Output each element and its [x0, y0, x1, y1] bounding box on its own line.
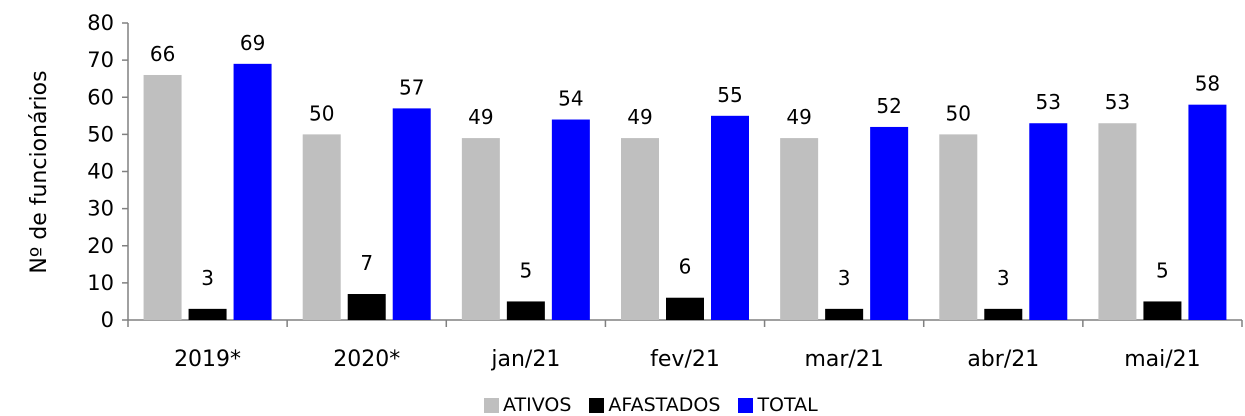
bar-afastados [347, 294, 386, 320]
data-label-ativos: 49 [627, 105, 652, 129]
data-label-total: 57 [399, 75, 424, 99]
y-tick-label: 10 [87, 271, 114, 295]
x-axis: 2019* 2020* jan/21 fev/21 mar/21 abr/21 mai/21 [127, 319, 1243, 372]
bar-total [711, 115, 749, 320]
data-label-total: 53 [1036, 90, 1061, 114]
y-tick-label: 80 [87, 11, 114, 35]
bar-ativos [302, 134, 341, 320]
bar-total [870, 126, 909, 320]
data-label-afastados: 3 [838, 266, 851, 290]
y-tick-label: 20 [87, 234, 114, 258]
x-tick-label: 2019* [174, 347, 241, 372]
bar-ativos [143, 74, 182, 320]
data-label-ativos: 66 [150, 42, 175, 66]
bar-total [1029, 123, 1068, 320]
data-label-afastados: 7 [360, 251, 373, 275]
x-tick-label: jan/21 [490, 347, 560, 372]
bar-afastados [1143, 301, 1182, 320]
legend-item-afastados: AFASTADOS [589, 394, 720, 416]
legend-swatch-total [738, 397, 754, 413]
data-label-ativos: 53 [1105, 90, 1130, 114]
data-label-total: 58 [1195, 72, 1220, 96]
legend: ATIVOS AFASTADOS TOTAL [484, 394, 818, 416]
data-label-total: 52 [876, 94, 901, 118]
data-label-afastados: 6 [679, 255, 692, 279]
data-label-afastados: 5 [519, 258, 532, 282]
data-label-ativos: 50 [946, 101, 971, 125]
legend-swatch-ativos [484, 397, 499, 413]
bar-ativos [461, 138, 500, 320]
legend-label-total: TOTAL [757, 394, 818, 416]
legend-swatch-afastados [589, 397, 605, 413]
data-label-ativos: 49 [468, 105, 493, 129]
data-label-total: 69 [240, 31, 265, 55]
bar-afastados [984, 308, 1023, 320]
bar-afastados [825, 308, 864, 320]
bar-afastados [188, 308, 227, 320]
bar-afastados [666, 297, 704, 320]
bar-afastados [506, 301, 545, 320]
data-label-ativos: 50 [309, 101, 334, 125]
bar-ativos [780, 138, 819, 320]
bar-ativos [939, 134, 978, 320]
x-tick-label: mai/21 [1124, 347, 1200, 372]
data-label-ativos: 49 [786, 105, 811, 129]
y-tick-label: 40 [87, 160, 114, 184]
y-tick-label: 0 [101, 308, 114, 332]
data-label-afastados: 5 [1156, 258, 1169, 282]
data-label-afastados: 3 [201, 266, 214, 290]
y-axis: 0 10 20 30 40 50 60 70 80 [87, 11, 129, 332]
bar-total [1188, 104, 1227, 320]
y-axis-title: Nº de funcionários [27, 70, 52, 273]
x-tick-label: 2020* [333, 347, 400, 372]
x-tick-label: fev/21 [650, 347, 720, 372]
bar-total [551, 119, 590, 321]
y-tick-label: 60 [87, 85, 114, 109]
y-tick-label: 70 [87, 48, 114, 72]
legend-label-afastados: AFASTADOS [608, 394, 721, 416]
bar-total [233, 63, 272, 321]
bar-ativos [1098, 123, 1137, 320]
bar-ativos [621, 138, 659, 320]
bars [143, 63, 1227, 321]
data-label-total: 55 [717, 83, 742, 107]
bar-total [392, 108, 431, 320]
x-tick-label: mar/21 [804, 347, 883, 372]
x-tick-label: abr/21 [967, 347, 1039, 372]
data-labels: 66 50 49 49 49 50 53 3 7 5 6 3 3 5 69 57 54 55 52 53 58 [150, 31, 1220, 290]
y-tick-label: 50 [87, 122, 114, 146]
y-tick-label: 30 [87, 197, 114, 221]
legend-item-total: TOTAL [738, 394, 818, 416]
legend-label-ativos: ATIVOS [503, 394, 572, 416]
data-label-afastados: 3 [997, 266, 1010, 290]
legend-item-ativos: ATIVOS [484, 394, 571, 416]
data-label-total: 54 [558, 87, 583, 111]
